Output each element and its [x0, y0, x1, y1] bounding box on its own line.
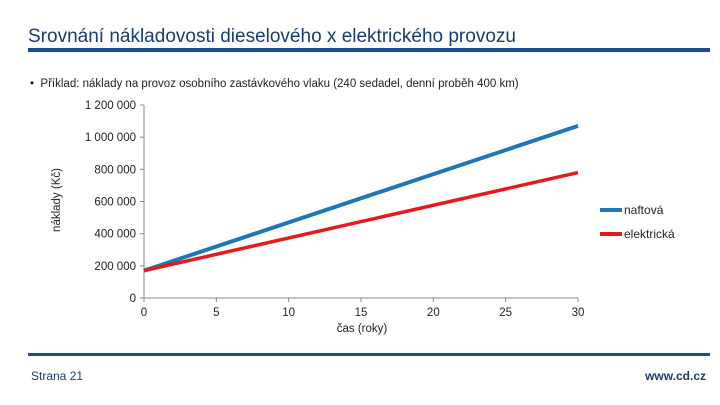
- x-tick-label: 25: [499, 307, 512, 319]
- chart-axes: [143, 105, 578, 299]
- y-tick-label: 1 200 000: [85, 100, 136, 112]
- chart-legend: naftová elektrická: [600, 203, 675, 241]
- y-tick-label: 600 000: [94, 197, 136, 209]
- bullet-text: Příklad: náklady na provoz osobního zast…: [40, 78, 519, 90]
- x-tick-label: 20: [427, 307, 440, 319]
- y-tick-label: 200 000: [94, 261, 136, 273]
- legend-label-2: elektrická: [624, 227, 675, 241]
- series-line-1: [143, 124, 579, 273]
- footer-divider: [28, 353, 710, 356]
- slide-title: Srovnání nákladovosti dieselového x elek…: [28, 26, 516, 47]
- page-number: Strana 21: [31, 369, 84, 383]
- x-tick-label: 30: [572, 307, 585, 319]
- x-tick-label: 10: [282, 307, 295, 319]
- y-tick-label: 0: [130, 293, 136, 305]
- legend-label-1: naftová: [624, 203, 664, 217]
- x-axis-label: čas (roky): [337, 323, 388, 335]
- website-link[interactable]: www.cd.cz: [645, 369, 706, 383]
- chart-series: [143, 124, 579, 273]
- title-divider: [28, 48, 710, 52]
- y-axis-label: náklady (Kč): [51, 168, 63, 232]
- bullet-marker: •: [30, 78, 35, 90]
- x-tick-label: 0: [141, 307, 147, 319]
- x-tick-label: 15: [355, 307, 368, 319]
- bullet-item: • Příklad: náklady na provoz osobního za…: [30, 78, 519, 90]
- y-tick-label: 1 000 000: [85, 132, 136, 144]
- x-tick-label: 5: [213, 307, 219, 319]
- y-tick-label: 400 000: [94, 229, 136, 241]
- chart-ticks: 0 200 000 400 000 600 000 800 000 1 000 000 1 …: [85, 100, 585, 319]
- series-line-2: [143, 170, 579, 273]
- y-tick-label: 800 000: [94, 164, 136, 176]
